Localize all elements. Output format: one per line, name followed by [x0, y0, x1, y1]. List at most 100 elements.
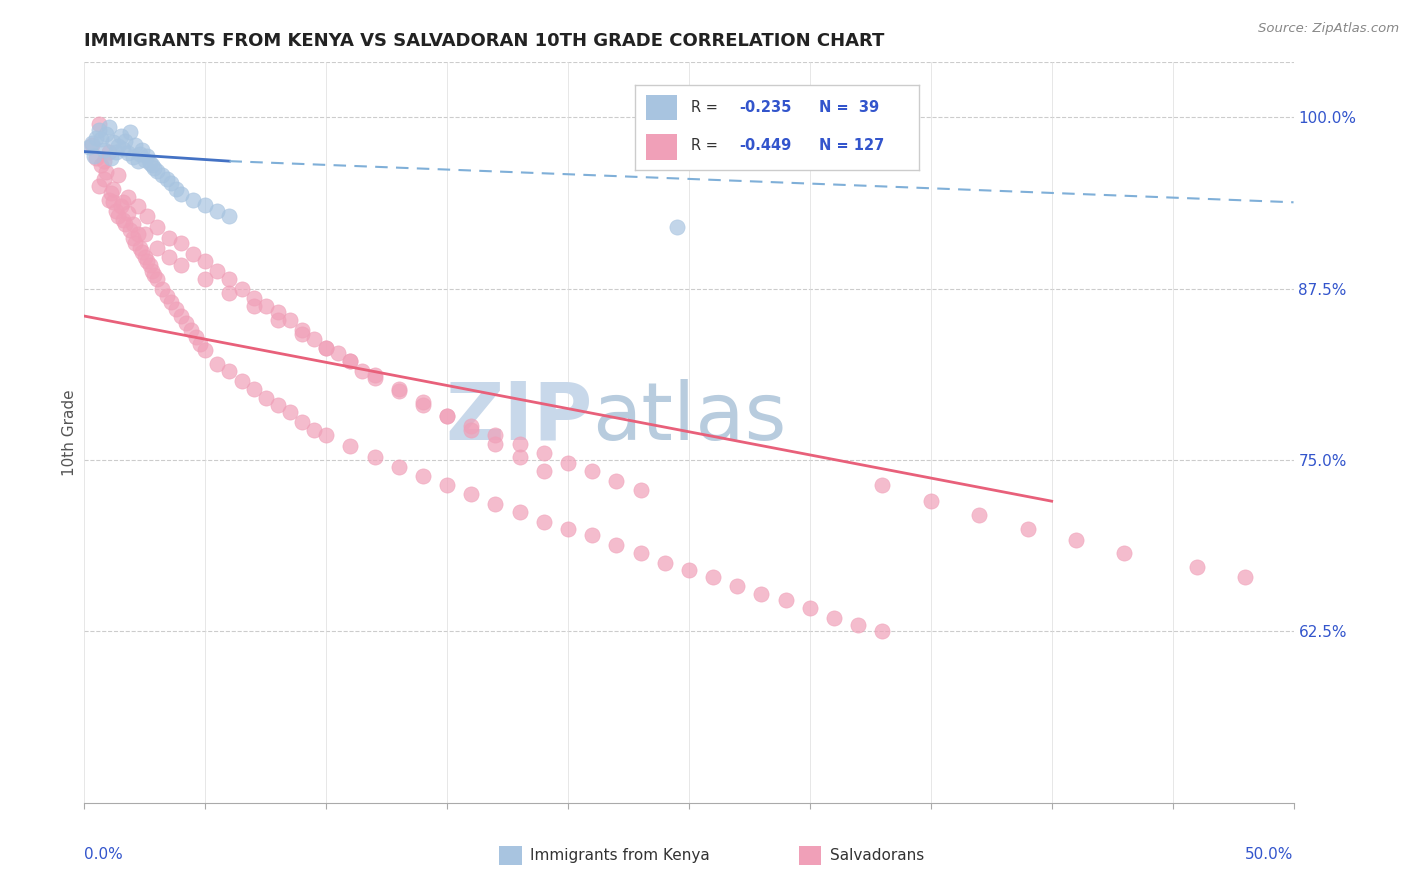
Point	[117, 206, 139, 220]
Point	[702, 569, 724, 583]
Point	[242, 300, 264, 314]
Point	[846, 617, 869, 632]
Point	[104, 145, 127, 159]
Point	[124, 137, 146, 152]
Point	[93, 172, 115, 186]
Point	[90, 132, 112, 146]
Point	[129, 240, 152, 255]
Point	[134, 153, 156, 167]
Point	[207, 203, 229, 218]
Point	[170, 309, 193, 323]
Point	[436, 477, 458, 491]
Point	[127, 227, 149, 241]
Point	[86, 131, 108, 145]
Point	[107, 209, 129, 223]
Point	[86, 152, 108, 166]
Point	[134, 227, 156, 241]
Point	[131, 244, 153, 259]
Point	[150, 168, 173, 182]
Point	[267, 305, 290, 319]
Text: IMMIGRANTS FROM KENYA VS SALVADORAN 10TH GRADE CORRELATION CHART: IMMIGRANTS FROM KENYA VS SALVADORAN 10TH…	[84, 32, 884, 50]
Point	[315, 428, 337, 442]
Point	[165, 302, 187, 317]
Point	[80, 136, 103, 151]
Point	[141, 158, 163, 172]
Point	[103, 181, 125, 195]
Point	[509, 436, 531, 450]
Point	[150, 282, 173, 296]
Point	[155, 172, 177, 186]
Point	[146, 163, 169, 178]
Point	[87, 117, 110, 131]
Point	[267, 398, 290, 412]
Point	[170, 187, 193, 202]
Point	[207, 264, 229, 278]
Point	[436, 409, 458, 424]
Point	[127, 199, 149, 213]
Point	[121, 231, 143, 245]
Point	[484, 428, 506, 442]
Point	[1185, 560, 1208, 574]
Point	[328, 346, 350, 360]
Point	[231, 374, 253, 388]
Point	[77, 140, 100, 154]
Point	[242, 382, 264, 396]
Point	[110, 199, 132, 213]
Point	[194, 254, 217, 268]
Point	[114, 217, 136, 231]
Point	[127, 154, 149, 169]
Point	[436, 409, 458, 424]
Point	[302, 332, 325, 346]
Point	[799, 601, 821, 615]
Point	[94, 165, 117, 179]
Point	[117, 190, 139, 204]
Point	[100, 186, 122, 200]
Point	[872, 477, 894, 491]
Point	[146, 219, 169, 234]
Point	[291, 323, 314, 337]
Point	[194, 198, 217, 212]
Point	[291, 326, 314, 341]
Point	[170, 236, 193, 251]
Point	[181, 193, 204, 207]
Point	[131, 143, 153, 157]
Point	[533, 464, 555, 478]
Point	[207, 357, 229, 371]
Point	[174, 316, 197, 330]
Point	[124, 236, 146, 251]
Point	[87, 178, 110, 193]
Point	[107, 139, 129, 153]
Point	[484, 497, 506, 511]
Point	[315, 341, 337, 355]
Point	[141, 264, 163, 278]
Point	[630, 483, 652, 498]
Text: ZIP: ZIP	[444, 379, 592, 457]
Point	[114, 134, 136, 148]
Point	[231, 282, 253, 296]
Point	[254, 300, 277, 314]
Point	[363, 368, 385, 382]
Point	[278, 313, 301, 327]
Point	[823, 611, 845, 625]
Point	[751, 587, 773, 601]
Point	[136, 149, 159, 163]
Point	[460, 487, 482, 501]
Point	[138, 155, 160, 169]
Point	[339, 354, 361, 368]
Point	[665, 219, 688, 234]
Point	[117, 145, 139, 160]
Point	[557, 522, 579, 536]
Point	[120, 125, 142, 139]
Point	[218, 364, 240, 378]
Text: Salvadorans: Salvadorans	[830, 848, 924, 863]
Point	[363, 450, 385, 465]
Point	[138, 258, 160, 272]
Point	[190, 336, 212, 351]
Point	[725, 579, 748, 593]
Point	[121, 217, 143, 231]
Point	[412, 398, 434, 412]
Point	[103, 195, 125, 210]
Point	[654, 556, 676, 570]
Point	[339, 439, 361, 453]
Point	[97, 145, 120, 159]
